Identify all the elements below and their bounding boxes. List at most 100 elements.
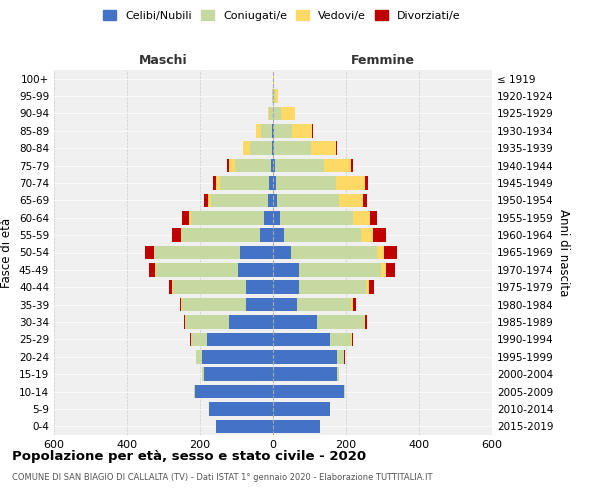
Bar — [256, 124, 262, 138]
Bar — [344, 385, 345, 398]
Bar — [189, 211, 191, 224]
Bar — [245, 280, 273, 294]
Bar — [281, 106, 295, 120]
Bar — [369, 280, 374, 294]
Bar — [208, 332, 273, 346]
Bar — [250, 142, 272, 155]
Bar — [275, 159, 324, 172]
Bar — [273, 90, 275, 103]
Bar — [191, 211, 264, 224]
Bar — [209, 402, 273, 415]
Bar — [260, 228, 273, 242]
Bar — [274, 106, 281, 120]
Bar — [217, 176, 220, 190]
Bar — [273, 142, 274, 155]
Bar — [145, 246, 154, 260]
Y-axis label: Anni di nascita: Anni di nascita — [557, 209, 570, 296]
Bar — [172, 228, 181, 242]
Bar — [238, 263, 273, 276]
Bar — [268, 106, 269, 120]
Bar — [273, 280, 299, 294]
Bar — [352, 332, 353, 346]
Bar — [275, 90, 278, 103]
Bar — [154, 246, 240, 260]
Bar — [229, 315, 273, 329]
Bar — [337, 368, 338, 381]
Bar — [337, 350, 344, 364]
Bar — [173, 280, 245, 294]
Bar — [182, 228, 260, 242]
Bar — [211, 194, 268, 207]
Bar — [364, 315, 365, 329]
Bar — [235, 159, 271, 172]
Bar — [208, 194, 211, 207]
Bar — [269, 176, 273, 190]
Bar — [365, 315, 367, 329]
Bar — [156, 263, 238, 276]
Bar — [191, 332, 208, 346]
Bar — [277, 194, 340, 207]
Bar — [273, 194, 277, 207]
Bar — [182, 298, 245, 312]
Bar — [352, 159, 353, 172]
Bar — [269, 106, 273, 120]
Bar — [169, 280, 172, 294]
Bar — [213, 176, 217, 190]
Bar — [185, 315, 229, 329]
Bar — [273, 228, 284, 242]
Bar — [272, 142, 273, 155]
Bar — [245, 298, 273, 312]
Bar — [373, 228, 386, 242]
Bar — [273, 368, 337, 381]
Bar — [361, 228, 373, 242]
Bar — [184, 315, 185, 329]
Bar — [271, 159, 273, 172]
Bar — [203, 368, 273, 381]
Bar — [240, 246, 273, 260]
Bar — [273, 385, 344, 398]
Text: Maschi: Maschi — [139, 54, 188, 68]
Bar — [324, 159, 352, 172]
Bar — [268, 194, 273, 207]
Bar — [217, 420, 273, 433]
Legend: Celibi/Nubili, Coniugati/e, Vedovi/e, Divorziati/e: Celibi/Nubili, Coniugati/e, Vedovi/e, Di… — [99, 6, 465, 25]
Bar — [182, 211, 189, 224]
Bar — [297, 298, 352, 312]
Bar — [329, 332, 352, 346]
Bar — [179, 298, 181, 312]
Bar — [149, 263, 155, 276]
Bar — [291, 246, 377, 260]
Bar — [273, 350, 337, 364]
Bar — [366, 280, 369, 294]
Bar — [220, 176, 269, 190]
Bar — [386, 263, 395, 276]
Text: Femmine: Femmine — [350, 54, 415, 68]
Bar — [274, 142, 311, 155]
Bar — [273, 246, 291, 260]
Bar — [194, 385, 273, 398]
Bar — [190, 332, 191, 346]
Bar — [292, 124, 312, 138]
Bar — [274, 124, 292, 138]
Bar — [272, 124, 273, 138]
Bar — [273, 124, 274, 138]
Bar — [363, 194, 367, 207]
Bar — [229, 159, 235, 172]
Bar — [273, 402, 329, 415]
Bar — [272, 90, 273, 103]
Bar — [312, 124, 313, 138]
Bar — [276, 176, 336, 190]
Bar — [299, 263, 380, 276]
Bar — [317, 315, 364, 329]
Bar — [273, 332, 329, 346]
Bar — [203, 194, 208, 207]
Bar — [202, 368, 203, 381]
Bar — [273, 315, 317, 329]
Y-axis label: Fasce di età: Fasce di età — [1, 218, 13, 288]
Bar — [181, 228, 182, 242]
Bar — [365, 176, 368, 190]
Bar — [264, 211, 273, 224]
Bar — [273, 420, 320, 433]
Bar — [370, 211, 377, 224]
Bar — [340, 194, 363, 207]
